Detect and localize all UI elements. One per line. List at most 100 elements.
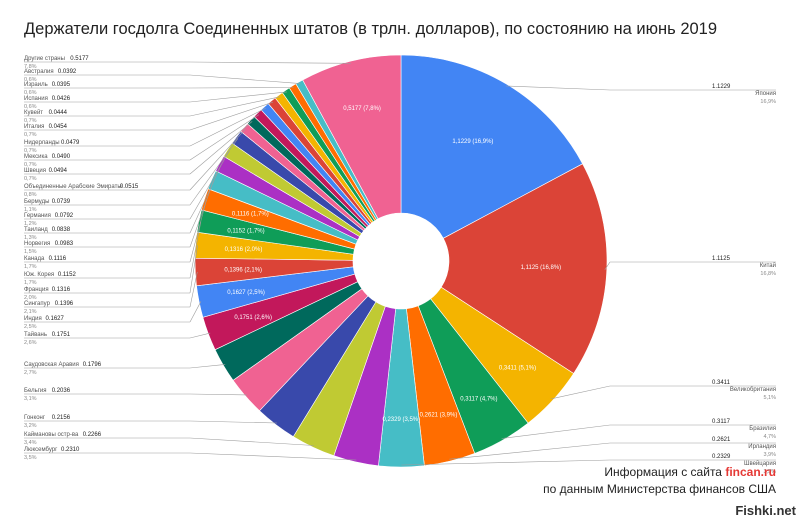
leader-line	[501, 424, 611, 439]
legend-percent: 16,8%	[760, 271, 776, 277]
leader-line	[189, 393, 248, 396]
legend-label: Нидерланды	[24, 140, 60, 146]
legend-percent: 2,5%	[24, 324, 37, 330]
leader-line	[551, 385, 611, 400]
pie-slice	[302, 54, 402, 220]
leader-line	[189, 128, 246, 191]
leader-line	[505, 85, 611, 91]
leader-line	[189, 164, 222, 234]
legend-label: Сингапур	[24, 301, 51, 307]
legend-percent: 2,6%	[24, 340, 37, 346]
leader-line	[189, 452, 357, 461]
legend-label: Германия	[24, 213, 51, 219]
legend-label: Бразилия	[749, 426, 776, 432]
legend-percent: 1,2%	[24, 221, 37, 227]
legend-label: Норвегия	[24, 241, 50, 247]
legend-value: 0.0454	[49, 124, 68, 130]
leader-line	[189, 221, 202, 279]
source-note: Информация с сайта fincan.ru по данным М…	[543, 464, 776, 498]
slice-label: 0,1627 (2,5%)	[227, 290, 265, 296]
legend-percent: 1,3%	[24, 235, 37, 241]
slice-label: 0,3411 (5,1%)	[499, 366, 536, 372]
legend-label: Япония	[755, 91, 776, 97]
legend-label: Кувейт	[24, 109, 43, 116]
legend-label: Индия	[24, 316, 42, 322]
pie-slice	[440, 163, 608, 374]
legend-label: Мексика	[24, 154, 48, 160]
legend-label: Китай	[760, 262, 776, 269]
legend-label: Таиланд	[24, 227, 48, 233]
legend-label: Израиль	[24, 82, 48, 88]
legend-value: 0.0444	[49, 110, 68, 116]
slice-label: 0,1751 (2,6%)	[234, 315, 272, 321]
legend-value: 0.0515	[120, 184, 139, 190]
legend-percent: 0,8%	[24, 192, 37, 198]
legend-label: Люксембург	[24, 447, 58, 453]
legend-percent: 2,0%	[24, 295, 37, 301]
leader-line	[189, 150, 230, 220]
legend-label: Гонконг	[24, 415, 46, 421]
legend-value: 0.1751	[52, 332, 71, 338]
legend-percent: 5,1%	[763, 395, 776, 401]
legend-label: Другие страны	[24, 56, 65, 62]
legend-label: Австралия	[24, 69, 54, 75]
legend-label: Тайвань	[24, 331, 47, 338]
legend-value: 0.1152	[58, 272, 77, 278]
legend-percent: 0,7%	[24, 162, 37, 168]
legend-label: Юж. Корея	[24, 272, 54, 278]
legend-percent: 2,1%	[24, 309, 37, 315]
slice-label: 0,1116 (1,7%)	[232, 212, 269, 218]
legend-label: Ирландия	[748, 444, 776, 450]
legend-label: Испания	[24, 96, 48, 102]
legend-value: 0.0395	[52, 82, 71, 88]
legend-percent: 0,6%	[24, 77, 37, 83]
legend-value: 0.0838	[52, 227, 71, 233]
legend-value: 0.1796	[83, 362, 102, 368]
chart-title: Держатели госдолга Соединенных штатов (в…	[24, 20, 718, 38]
leader-line	[189, 114, 260, 161]
legend-percent: 1,7%	[24, 280, 37, 286]
legend-label: Великобритания	[730, 387, 776, 393]
legend-value: 0.0490	[52, 154, 71, 160]
slice-label: 0,1396 (2,1%)	[224, 268, 262, 274]
legend-percent: 3,5%	[763, 469, 776, 475]
leader-line	[189, 101, 273, 131]
leader-line	[189, 199, 207, 263]
legend-value: 0.1627	[46, 316, 65, 322]
leader-line	[189, 301, 202, 323]
legend-label: Швейцария	[744, 460, 776, 467]
leader-line	[189, 107, 267, 147]
legend-label: Бермуды	[24, 199, 49, 205]
slice-label: 0,1316 (2,0%)	[225, 247, 263, 253]
slice-label: 1,1229 (16,9%)	[452, 139, 493, 145]
legend-value: 0.5177	[70, 56, 89, 62]
slice-label: 0,1152 (1,7%)	[227, 228, 264, 234]
legend-percent: 3,9%	[763, 452, 776, 458]
leader-line	[189, 91, 287, 103]
legend-label: Саудовская Аравия	[24, 362, 79, 368]
leader-line	[604, 261, 611, 270]
leader-line	[401, 459, 611, 466]
legend-label: Канада	[24, 256, 45, 262]
legend-percent: 0,7%	[24, 132, 37, 138]
watermark: Fishki.net	[733, 503, 798, 518]
slice-label: 1,1125 (16,8%)	[521, 265, 562, 271]
leader-line	[189, 245, 198, 294]
legend-percent: 4,7%	[763, 434, 776, 440]
legend-label: Франция	[24, 287, 49, 293]
legend-value: 0.2156	[52, 415, 71, 421]
legend-percent: 2,7%	[24, 370, 37, 376]
leader-line	[189, 96, 280, 117]
legend-percent: 1,7%	[24, 264, 37, 270]
source-line2: по данным Министерства финансов США	[543, 482, 776, 496]
legend-value: 0.0983	[55, 241, 74, 247]
source-brand-link[interactable]: fincan.ru	[725, 465, 776, 479]
leader-line	[189, 180, 214, 248]
legend-value: 0.2036	[52, 388, 71, 394]
leader-line	[189, 437, 314, 446]
legend-label: Объединенные Арабские Эмираты	[24, 184, 122, 190]
legend-value: 0.0392	[58, 69, 77, 75]
slice-label: 0,3117 (4,7%)	[460, 397, 497, 403]
legend-value: 0.0479	[61, 140, 80, 146]
